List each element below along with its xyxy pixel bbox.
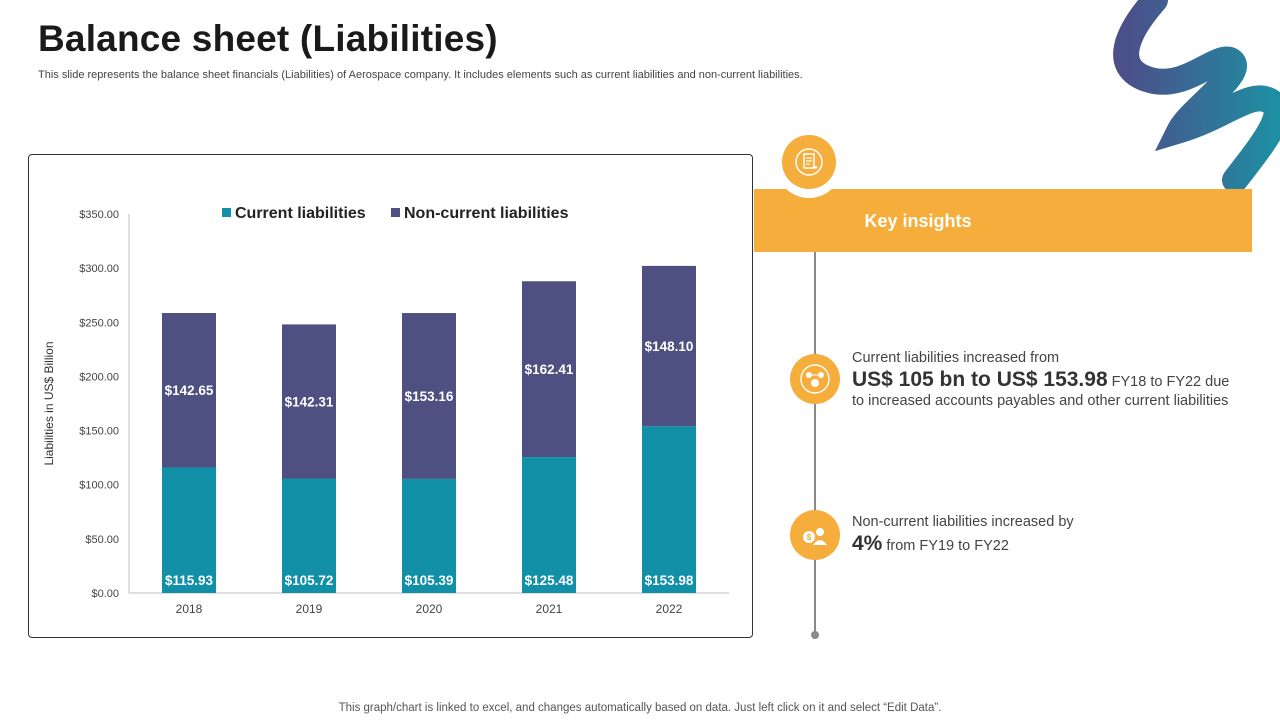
timeline-end-dot [811, 631, 819, 639]
chart-container[interactable]: $0.00 $50.00 $100.00 $150.00 $200.00 $250.00 $… [28, 154, 753, 638]
legend-swatch-noncurrent [391, 208, 400, 217]
data-label: $125.48 [525, 573, 574, 588]
bar-noncurrent-2022 [642, 265, 696, 427]
svg-text:$: $ [807, 533, 812, 542]
data-label: $153.98 [645, 573, 694, 588]
stacked-bar-chart: $0.00 $50.00 $100.00 $150.00 $200.00 $250.00 $… [42, 205, 729, 616]
data-label: $105.72 [285, 573, 334, 588]
footer-note: This graph/chart is linked to excel, and… [338, 702, 942, 714]
insight-1-line1: Current liabilities increased from [852, 350, 1060, 366]
x-tick-label: 2018 [176, 602, 203, 616]
y-tick-label: $300.00 [79, 263, 119, 275]
insight-1-line3: to increased accounts payables and other… [852, 393, 1229, 409]
bar-current-2022 [642, 426, 696, 593]
x-tick-label: 2022 [656, 602, 683, 616]
bar-noncurrent-2019 [282, 324, 336, 479]
bar-noncurrent-2020 [402, 313, 456, 479]
data-label: $148.10 [645, 339, 694, 354]
money-person-icon: $ [790, 510, 840, 560]
timeline-line [814, 252, 816, 635]
data-label: $162.41 [525, 362, 574, 377]
y-tick-label: $0.00 [91, 588, 119, 600]
y-tick-label: $350.00 [79, 209, 119, 221]
data-label: $105.39 [405, 573, 454, 588]
page-subtitle: This slide represents the balance sheet … [38, 69, 803, 81]
insight-1-tail: FY18 to FY22 due [1107, 374, 1230, 390]
data-label: $142.65 [165, 383, 214, 398]
insight-2-line1: Non-current liabilities increased by [852, 514, 1074, 530]
bar-noncurrent-2021 [522, 281, 576, 458]
insight-2-tail: from FY19 to FY22 [882, 538, 1009, 554]
insights-icon-badge [776, 132, 842, 198]
bar-noncurrent-2018 [162, 312, 216, 468]
legend-label: Current liabilities [235, 205, 366, 222]
legend-swatch-current [222, 208, 231, 217]
data-label: $142.31 [285, 394, 334, 409]
legend-label: Non-current liabilities [404, 205, 569, 222]
bar-current-2020 [402, 478, 456, 593]
data-label: $115.93 [165, 573, 214, 588]
y-tick-label: $200.00 [79, 371, 119, 383]
bar-current-2018 [162, 467, 216, 593]
bar-current-2019 [282, 478, 336, 593]
key-insights-heading: Key insights [864, 211, 972, 231]
insight-2-highlight: 4% [852, 532, 883, 555]
insight-2: Non-current liabilities increased by 4% … [852, 513, 1074, 556]
bar-current-2021 [522, 457, 576, 593]
key-insights-banner [754, 189, 1252, 252]
x-tick-label: 2021 [536, 602, 563, 616]
insight-1: Current liabilities increased from US$ 1… [852, 349, 1229, 411]
insight-1-highlight: US$ 105 bn to US$ 153.98 [852, 368, 1108, 391]
x-tick-label: 2019 [296, 602, 323, 616]
network-people-icon [790, 354, 840, 404]
x-tick-label: 2020 [416, 602, 443, 616]
page-title: Balance sheet (Liabilities) [38, 18, 498, 59]
data-label: $153.16 [405, 389, 454, 404]
y-tick-label: $150.00 [79, 426, 119, 438]
document-icon [795, 148, 823, 176]
y-tick-label: $250.00 [79, 317, 119, 329]
y-tick-label: $50.00 [85, 534, 119, 546]
y-axis-title: Liabilities in US$ Billion [42, 341, 56, 465]
y-tick-label: $100.00 [79, 480, 119, 492]
